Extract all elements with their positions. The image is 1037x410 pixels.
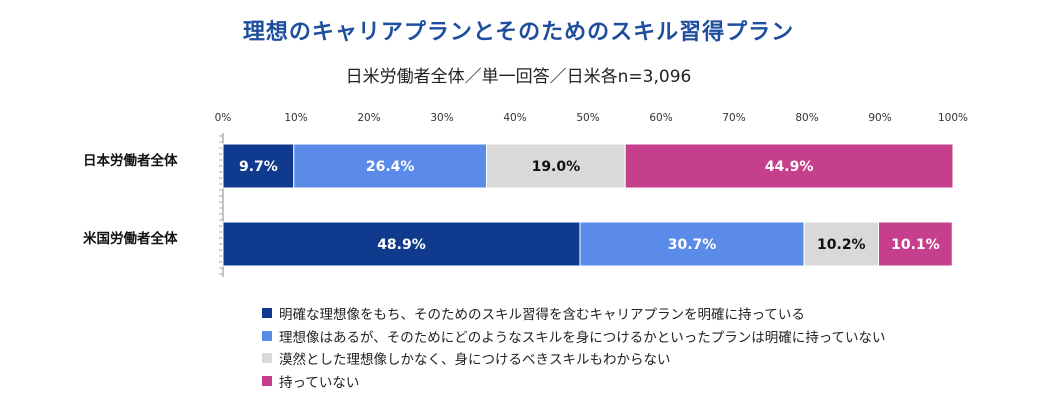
x-tick-label: 0% [215,112,232,124]
legend: 明確な理想像をもち、そのためのスキル習得を含むキャリアプランを明確に持っている理… [262,302,886,392]
legend-swatch [262,308,272,319]
bar-segment [486,143,626,189]
bar-segment [222,143,295,189]
x-tick-label: 60% [649,112,672,124]
category-label: 日本労働者全体 [83,152,178,169]
legend-swatch [262,330,272,341]
chart-title: 理想のキャリアプランとそのためのスキル習得プラン [242,20,795,45]
legend-label: 持っていない [279,374,360,391]
stacked-bar-chart: 0% 10% 20% 30% 40% 50% 60% 70% 80% 90% 100% 日本労働者全体… [83,112,968,277]
x-tick-label: 50% [576,112,599,124]
legend-item: 漠然とした理想像しかなく、身につけるべきスキルもわからない [262,347,886,370]
data-label: 26.4% [366,159,415,175]
legend-label: 明確な理想像をもち、そのためのスキル習得を含むキャリアプランを明確に持っている [279,307,805,324]
legend-item: 持っていない [262,370,886,393]
data-label: 10.2% [817,237,866,253]
data-label: 10.1% [891,237,940,253]
legend-label: 漠然とした理想像しかなく、身につけるべきスキルもわからない [279,352,671,369]
data-label: 44.9% [765,159,814,175]
legend-swatch [262,375,272,386]
data-label: 19.0% [532,159,581,175]
x-tick-label: 70% [722,112,745,124]
x-tick-label: 90% [868,112,891,124]
data-label: 48.9% [377,237,426,253]
bar-segment [293,143,488,189]
category-label: 米国労働者全体 [83,230,178,247]
data-label: 30.7% [668,237,717,253]
x-tick-label: 20% [357,112,380,124]
x-tick-label: 100% [938,112,968,124]
x-tick-label: 30% [430,112,453,124]
bar-segment [579,221,805,267]
bar-segment [803,221,880,267]
x-tick-label: 10% [284,112,307,124]
data-label: 9.7% [239,159,278,175]
legend-item: 理想像はあるが、そのためにどのようなスキルを身につけるかといったプランは明確に持… [262,325,886,348]
x-tick-label: 40% [503,112,526,124]
bar-segment [878,221,953,267]
legend-swatch [262,353,272,364]
legend-item: 明確な理想像をもち、そのためのスキル習得を含むキャリアプランを明確に持っている [262,302,886,325]
legend-label: 理想像はあるが、そのためにどのようなスキルを身につけるかといったプランは明確に持… [279,329,886,346]
bar-segment [624,143,954,189]
x-tick-label: 80% [795,112,818,124]
chart-subtitle: 日米労働者全体／単一回答／日米各n=3,096 [345,67,692,87]
